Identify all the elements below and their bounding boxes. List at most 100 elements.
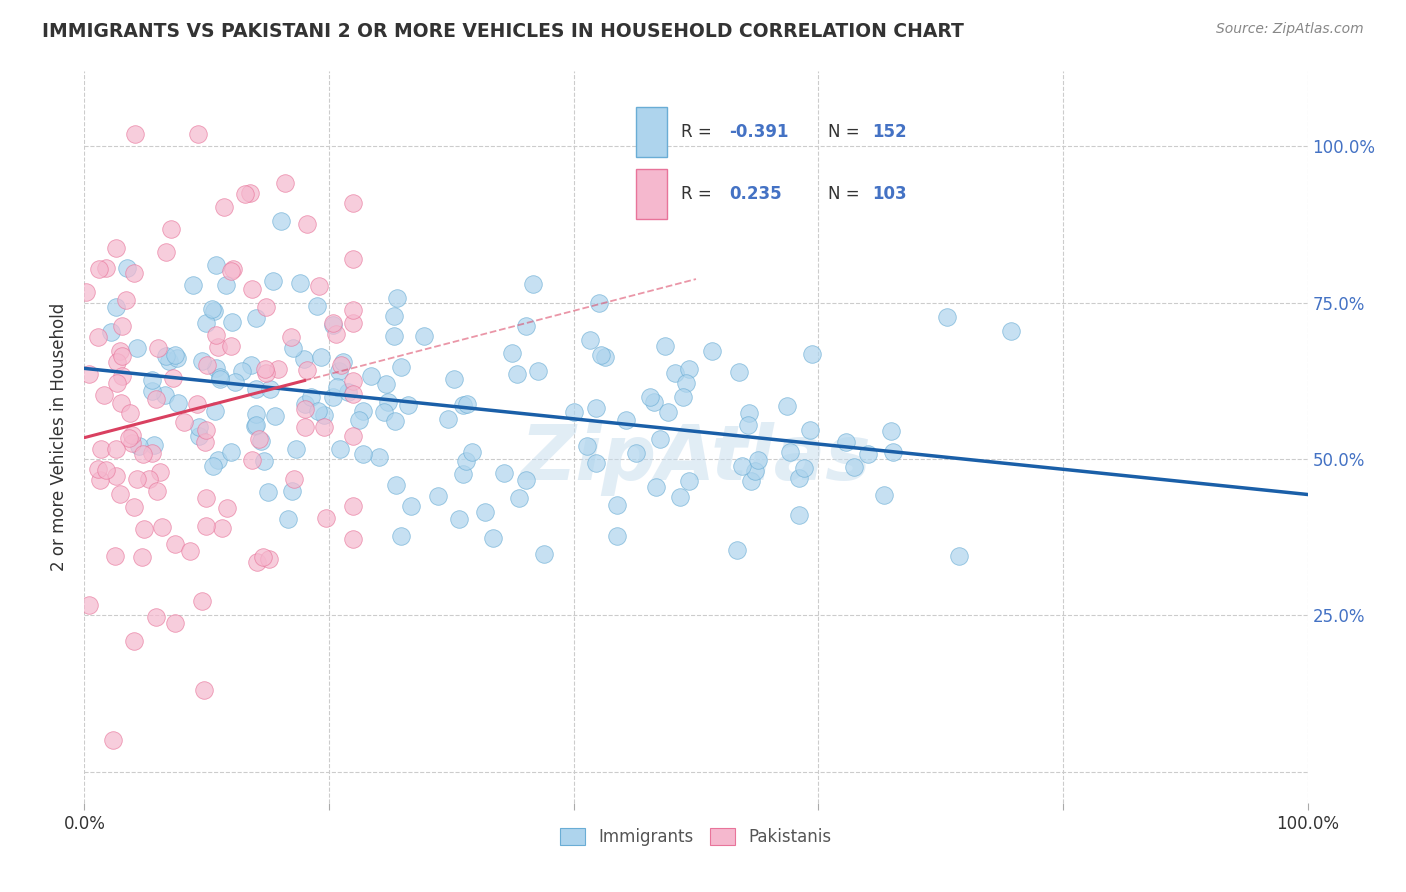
Point xyxy=(342,532,364,546)
Point xyxy=(221,315,243,329)
Point xyxy=(141,373,163,387)
Point xyxy=(678,474,700,488)
Point xyxy=(737,405,759,419)
Point xyxy=(190,593,212,607)
Point xyxy=(205,327,228,342)
Point xyxy=(427,489,450,503)
Point xyxy=(436,411,458,425)
Point xyxy=(787,508,810,523)
Point xyxy=(155,244,177,259)
Point xyxy=(588,295,610,310)
Point xyxy=(257,484,280,499)
Point xyxy=(669,490,692,504)
Point xyxy=(163,347,186,361)
Point xyxy=(793,461,815,475)
Point xyxy=(75,285,97,299)
Point xyxy=(77,598,100,612)
Point xyxy=(93,388,115,402)
Point xyxy=(155,349,177,363)
Point xyxy=(880,424,903,438)
Point xyxy=(283,472,305,486)
Point xyxy=(664,366,686,380)
Point xyxy=(373,404,395,418)
Point xyxy=(149,466,172,480)
Point xyxy=(700,344,723,359)
Point xyxy=(146,341,169,355)
Point xyxy=(737,418,759,433)
Text: ZipAtlas: ZipAtlas xyxy=(520,422,872,496)
Point xyxy=(352,447,374,461)
Point xyxy=(193,435,215,450)
Point xyxy=(299,390,322,404)
Point xyxy=(322,316,344,330)
Point xyxy=(254,300,277,314)
Point xyxy=(105,355,128,369)
Point xyxy=(389,529,412,543)
Point xyxy=(201,458,224,473)
Point xyxy=(522,277,544,292)
Point xyxy=(162,371,184,385)
Point xyxy=(96,260,118,275)
Point xyxy=(159,354,181,368)
Point xyxy=(744,464,766,478)
Point xyxy=(181,278,204,293)
Point xyxy=(474,505,496,519)
Point xyxy=(329,442,352,456)
Point xyxy=(308,278,330,293)
Point xyxy=(280,329,302,343)
Point xyxy=(219,445,242,459)
Point xyxy=(240,358,263,372)
Point xyxy=(179,543,201,558)
Point xyxy=(104,549,127,564)
Point xyxy=(342,196,364,211)
Point xyxy=(204,258,226,272)
Point xyxy=(935,310,957,324)
Point xyxy=(387,291,409,305)
Point xyxy=(787,471,810,485)
Point xyxy=(166,351,188,365)
Point xyxy=(204,404,226,418)
Point xyxy=(873,488,896,502)
Point xyxy=(166,396,188,410)
Point xyxy=(288,277,311,291)
Point xyxy=(79,367,101,381)
Point xyxy=(578,333,600,347)
Point xyxy=(352,404,374,418)
Point xyxy=(382,329,405,343)
Point xyxy=(292,351,315,366)
Point xyxy=(108,344,131,359)
Point xyxy=(89,473,111,487)
Point xyxy=(245,311,267,326)
Point xyxy=(396,398,419,412)
Point xyxy=(501,346,523,360)
Point xyxy=(131,447,153,461)
Point xyxy=(267,362,290,376)
Point xyxy=(342,499,364,513)
Point xyxy=(515,318,537,333)
Point xyxy=(842,460,865,475)
Point xyxy=(740,475,762,489)
Point xyxy=(367,450,389,465)
Point xyxy=(103,733,125,747)
Point xyxy=(191,354,214,368)
Point xyxy=(121,428,143,442)
Point xyxy=(638,390,661,404)
Point xyxy=(219,264,242,278)
Point xyxy=(342,387,364,401)
Point xyxy=(285,442,308,456)
Point xyxy=(456,397,478,411)
Point xyxy=(593,350,616,364)
Point xyxy=(111,318,134,333)
Point xyxy=(110,487,132,501)
Point xyxy=(141,445,163,459)
Point xyxy=(606,498,628,512)
Point xyxy=(585,401,607,416)
Point xyxy=(295,363,318,377)
Point xyxy=(124,127,146,141)
Point xyxy=(211,521,233,535)
Point xyxy=(799,423,821,437)
Point xyxy=(413,329,436,343)
Point xyxy=(195,423,218,437)
Point xyxy=(207,339,229,353)
Point xyxy=(233,187,256,202)
